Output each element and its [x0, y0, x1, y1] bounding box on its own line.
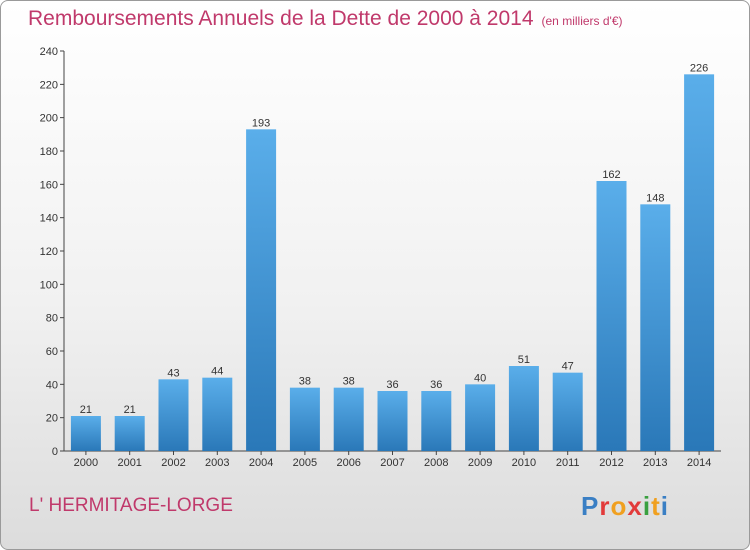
- bars: 21 21 43 44 193 38 38 36 36 40 51 47 162 148 226: [70, 62, 715, 452]
- value-label: 193: [252, 117, 270, 129]
- y-tick-label: 180: [40, 146, 58, 158]
- logo-letter: i: [660, 491, 669, 521]
- y-tick-label: 240: [40, 46, 58, 58]
- bar-2011: [552, 372, 583, 451]
- y-tick-label: 80: [46, 313, 58, 325]
- value-label: 21: [124, 404, 136, 416]
- y-tick-label: 200: [40, 113, 58, 125]
- x-tick-label: 2009: [468, 457, 492, 469]
- logo-letter: P: [581, 491, 600, 521]
- bar-2014: [684, 74, 715, 451]
- proxiti-logo[interactable]: Proxiti: [581, 491, 669, 522]
- value-label: 43: [167, 367, 179, 379]
- value-label: 226: [690, 62, 708, 74]
- x-axis: 2000 2001 2002 2003 2004 2005 2006 2007 2008 2009…: [64, 450, 721, 469]
- bar-2006: [333, 387, 364, 451]
- bar-2008: [421, 391, 452, 451]
- value-label: 44: [211, 366, 223, 378]
- bar-2007: [377, 391, 408, 451]
- bar-2001: [114, 416, 145, 451]
- x-tick-label: 2012: [599, 457, 623, 469]
- commune-name: L' HERMITAGE-LORGE: [29, 495, 233, 516]
- bar-2002: [158, 379, 189, 451]
- value-label: 162: [602, 169, 620, 181]
- value-label: 40: [474, 372, 486, 384]
- bar-2009: [465, 384, 496, 451]
- y-tick-label: 40: [46, 379, 58, 391]
- x-tick-label: 2001: [117, 457, 141, 469]
- title-unit: (en milliers d'€): [541, 14, 623, 28]
- logo-letter: x: [627, 491, 643, 521]
- x-tick-label: 2014: [687, 457, 711, 469]
- bar-2003: [202, 377, 233, 451]
- y-tick-label: 220: [40, 79, 58, 91]
- bar-2013: [640, 204, 671, 451]
- logo-letter: o: [610, 491, 628, 521]
- x-tick-label: 2010: [512, 457, 536, 469]
- y-tick-label: 160: [40, 179, 58, 191]
- logo-letter: t: [651, 491, 661, 521]
- y-tick-label: 60: [46, 346, 58, 358]
- y-tick-label: 140: [40, 213, 58, 225]
- x-tick-label: 2004: [249, 457, 273, 469]
- bar-2005: [289, 387, 320, 451]
- logo-letter: i: [642, 491, 652, 521]
- value-label: 21: [80, 404, 92, 416]
- x-tick-label: 2000: [74, 457, 98, 469]
- value-label: 36: [386, 379, 398, 391]
- bar-2012: [596, 181, 627, 451]
- value-label: 148: [646, 192, 664, 204]
- logo-letter: r: [599, 491, 611, 521]
- x-tick-label: 2005: [293, 457, 317, 469]
- value-label: 36: [430, 379, 442, 391]
- value-label: 47: [562, 361, 574, 373]
- title-text: Remboursements Annuels de la Dette de 20…: [28, 7, 534, 30]
- x-tick-label: 2007: [380, 457, 404, 469]
- x-tick-label: 2011: [556, 457, 580, 469]
- value-label: 38: [343, 376, 355, 388]
- value-label: 51: [518, 354, 530, 366]
- value-label: 38: [299, 376, 311, 388]
- x-tick-label: 2003: [205, 457, 229, 469]
- y-tick-label: 100: [40, 279, 58, 291]
- bar-2000: [70, 416, 101, 451]
- y-tick-label: 0: [52, 446, 58, 458]
- y-axis: 0 20 40 60 80 100 120 140 160 180 200 220 240: [40, 46, 65, 458]
- y-tick-label: 120: [40, 246, 58, 258]
- x-tick-label: 2008: [424, 457, 448, 469]
- x-tick-label: 2006: [336, 457, 360, 469]
- chart-title: Remboursements Annuels de la Dette de 20…: [28, 7, 623, 31]
- x-tick-label: 2002: [161, 457, 185, 469]
- y-tick-label: 20: [46, 413, 58, 425]
- bar-2010: [508, 366, 539, 451]
- x-tick-label: 2013: [643, 457, 667, 469]
- bar-2004: [246, 129, 277, 452]
